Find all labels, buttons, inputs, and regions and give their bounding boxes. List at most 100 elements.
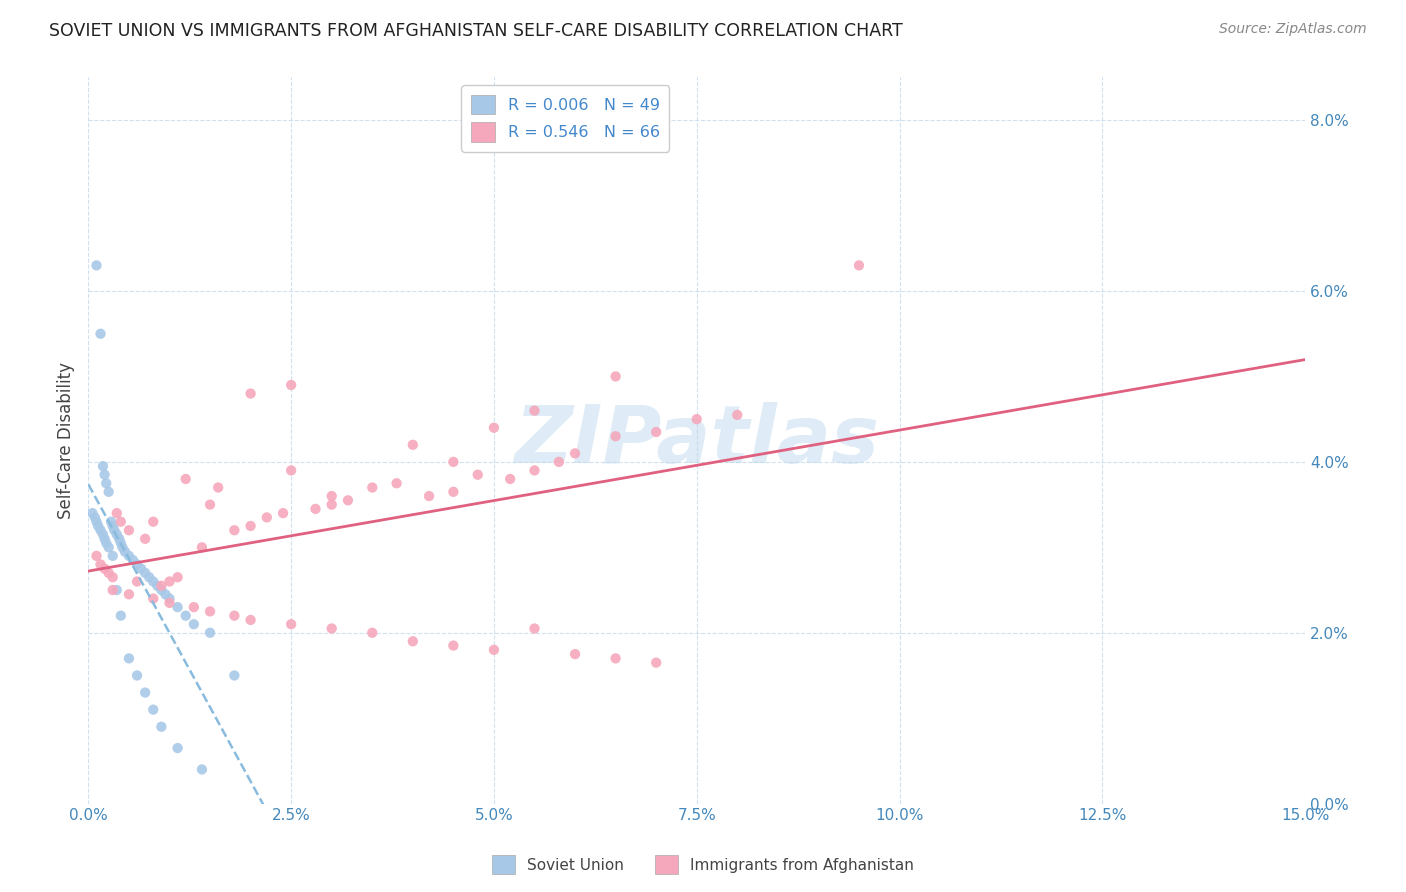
Point [118,651,141,665]
Point [125,668,148,682]
Point [321,622,343,636]
Point [321,498,343,512]
Point [142,703,165,717]
Point [125,574,148,589]
Point [93,467,115,482]
Point [174,608,197,623]
Point [174,472,197,486]
Point [645,425,668,439]
Point [280,463,302,477]
Point [101,549,124,563]
Point [564,647,586,661]
Point [523,403,546,417]
Point [280,617,302,632]
Point [111,541,134,555]
Point [605,369,627,384]
Point [138,570,160,584]
Point [321,489,343,503]
Point [224,523,246,537]
Point [83,510,105,524]
Point [90,523,112,537]
Point [86,515,108,529]
Point [93,562,115,576]
Point [108,532,131,546]
Point [166,600,188,615]
Point [101,570,124,584]
Point [183,617,205,632]
Point [86,549,108,563]
Point [100,515,122,529]
Point [93,532,115,546]
Point [441,484,464,499]
Point [134,566,156,580]
Point [129,562,152,576]
Point [482,643,505,657]
Point [304,501,326,516]
Point [150,720,173,734]
Point [155,587,177,601]
Text: Source: ZipAtlas.com: Source: ZipAtlas.com [1219,22,1367,37]
Point [725,408,748,422]
Point [686,412,709,426]
Text: SOVIET UNION VS IMMIGRANTS FROM AFGHANISTAN SELF-CARE DISABILITY CORRELATION CHA: SOVIET UNION VS IMMIGRANTS FROM AFGHANIS… [49,22,903,40]
Point [97,566,120,580]
Point [605,429,627,443]
Point [198,625,221,640]
Point [91,527,114,541]
Point [280,378,302,392]
Point [118,587,141,601]
Point [336,493,359,508]
Point [134,685,156,699]
Point [118,523,141,537]
Point [96,536,118,550]
Legend: R = 0.006   N = 49, R = 0.546   N = 66: R = 0.006 N = 49, R = 0.546 N = 66 [461,86,669,152]
Point [418,489,440,503]
Point [441,639,464,653]
Point [402,634,425,648]
Y-axis label: Self-Care Disability: Self-Care Disability [58,362,75,519]
Point [101,519,124,533]
Point [90,326,112,341]
Point [82,506,104,520]
Point [166,741,188,756]
Point [159,574,181,589]
Point [142,574,165,589]
Point [547,455,569,469]
Point [523,622,546,636]
Point [114,544,136,558]
Legend: Soviet Union, Immigrants from Afghanistan: Soviet Union, Immigrants from Afghanista… [486,849,920,880]
Point [122,553,145,567]
Point [97,541,120,555]
Point [361,481,384,495]
Point [110,515,132,529]
Point [402,438,425,452]
Point [441,455,464,469]
Point [97,484,120,499]
Point [198,498,221,512]
Point [499,472,522,486]
Point [645,656,668,670]
Point [91,459,114,474]
Point [105,527,128,541]
Point [142,591,165,606]
Point [110,608,132,623]
Point [224,608,246,623]
Point [90,558,112,572]
Point [125,558,148,572]
Point [191,541,214,555]
Point [239,613,262,627]
Point [183,600,205,615]
Point [523,463,546,477]
Point [848,259,870,273]
Point [86,259,108,273]
Point [134,532,156,546]
Point [605,651,627,665]
Point [150,579,173,593]
Point [207,481,229,495]
Point [271,506,294,520]
Point [105,506,128,520]
Point [482,421,505,435]
Point [256,510,278,524]
Point [198,604,221,618]
Point [239,386,262,401]
